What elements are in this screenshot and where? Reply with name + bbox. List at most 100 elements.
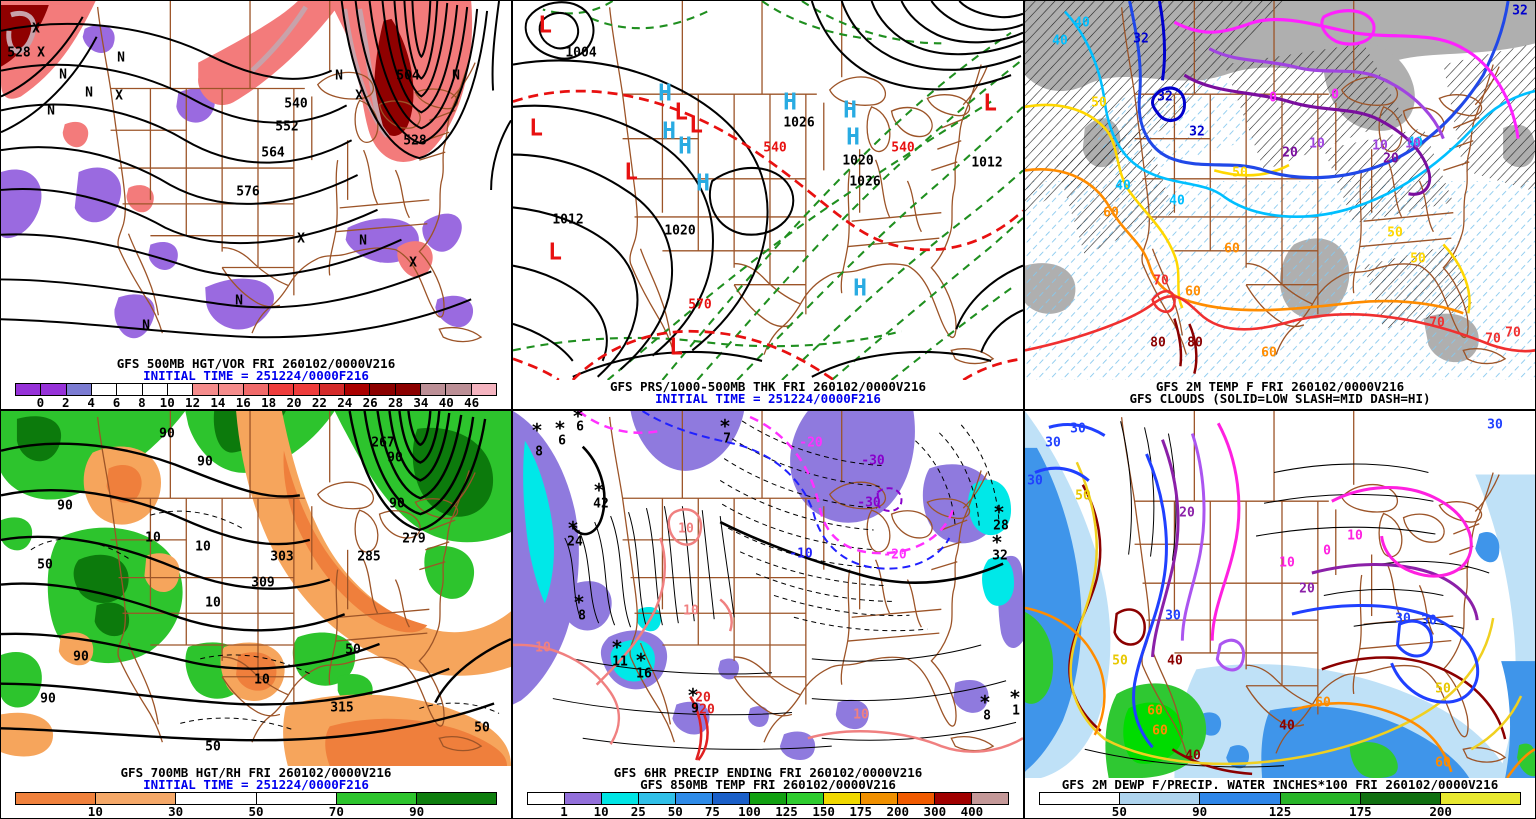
colorbar-segment [167, 384, 194, 395]
panel-prs-thk: 1004 1012 1012 1020 1020 1026 1026 540 540 570 L L L… [512, 0, 1024, 410]
colorbar-precip: 1 10 25 50 75 100 125 150 175 200 300 400 [527, 792, 1009, 819]
panel-700mb-hgt-rh: 267 279 285 303 309 315 90 90 90 90 90 90 90 50 50 50 50… [0, 410, 512, 819]
colorbar-segment [1280, 793, 1361, 804]
colorbar-segment [256, 793, 337, 804]
titles-dewp: GFS 2M DEWP F/PRECIP. WATER INCHES*100 F… [1025, 778, 1535, 791]
colorbar-tick-label: 10 [593, 804, 609, 819]
colorbar-segment [787, 793, 824, 804]
colorbar-tick-label: 125 [1268, 804, 1292, 819]
colorbar-tick-label: 200 [1429, 804, 1452, 819]
panel-title: GFS 2M TEMP F FRI 260102/0000V216 [1155, 379, 1405, 394]
colorbar-segment [243, 384, 270, 395]
colorbar-pwat: 50 90 125 175 200 [1039, 792, 1521, 819]
colorbar-tick-label: 175 [849, 804, 872, 819]
colorbar-strip [1039, 792, 1521, 805]
colorbar-tick-label: 90 [409, 804, 425, 819]
colorbar-tick-label: 14 [210, 395, 226, 410]
colorbar-tick-label: 28 [387, 395, 404, 410]
titles-precip: GFS 6HR PRECIP ENDING FRI 260102/0000V21… [513, 766, 1023, 791]
colorbar-tick-label: 75 [704, 804, 720, 819]
colorbar-segment [898, 793, 935, 804]
panel-subtitle: GFS 850MB TEMP FRI 260102/0000V216 [640, 777, 896, 792]
colorbar-segment [713, 793, 750, 804]
colorbar-segment [972, 793, 1008, 804]
colorbar-segment [91, 384, 118, 395]
panel-500mb-hgt-vor: 528 X 540 552 564 576 504 528 N N N N X X N X N X N X N N GFS… [0, 0, 512, 410]
colorbar-tick-label: 200 [886, 804, 910, 819]
colorbar-segment [421, 384, 447, 395]
colorbar-segment [16, 793, 97, 804]
colorbar-segment [294, 384, 320, 395]
map-precip-850: * 8 * 6 * 6 * 7 * 42 * 24 * 8 * 11 * 16 * 9 * 8 * 1 * 28 * 32 10 10 10… [513, 411, 1023, 766]
titles-500mb: GFS 500MB HGT/VOR FRI 260102/0000V216 IN… [1, 357, 511, 382]
map-dewp-pwat: 30 30 30 30 30 30 30 20 20 10 10 0 40 40 40 50 50 50 60 60 6… [1025, 411, 1535, 778]
panel-title: GFS PRS/1000-500MB THK FRI 260102/0000V2… [609, 379, 927, 394]
colorbar-tick-label: 46 [464, 395, 480, 410]
colorbar-segment [117, 384, 143, 395]
colorbar-segment [269, 384, 295, 395]
panel-title: GFS 700MB HGT/RH FRI 260102/0000V216 [120, 765, 392, 780]
panel-title: GFS 6HR PRECIP ENDING FRI 260102/0000V21… [613, 765, 923, 780]
colorbar-strip [15, 792, 497, 805]
colorbar-segment [602, 793, 639, 804]
panel-6hr-precip-850temp: * 8 * 6 * 6 * 7 * 42 * 24 * 8 * 11 * 16 * 9 * 8 * 1 * 28 * 32 10 10 10… [512, 410, 1024, 819]
colorbar-segment [193, 384, 219, 395]
colorbar-tick-label: 12 [185, 395, 201, 410]
map-canvas-rh [1, 411, 511, 766]
colorbar-segment [750, 793, 787, 804]
colorbar-tick-label: 50 [248, 804, 264, 819]
map-canvas-dewp [1025, 411, 1535, 778]
colorbar-segment [176, 793, 257, 804]
map-700mb-rh: 267 279 285 303 309 315 90 90 90 90 90 90 90 50 50 50 50… [1, 411, 511, 766]
colorbar-tick-label: 2 [61, 395, 70, 410]
colorbar-strip [527, 792, 1009, 805]
colorbar-segment [416, 793, 497, 804]
colorbar-tick-label: 22 [311, 395, 327, 410]
colorbar-tick-label: 40 [438, 395, 454, 410]
panel-title: GFS 2M DEWP F/PRECIP. WATER INCHES*100 F… [1061, 777, 1499, 792]
colorbar-tick-label: 125 [775, 804, 798, 819]
colorbar-tick-label: 26 [362, 395, 378, 410]
map-2m-temp: 40 40 40 40 40 50 50 50 50 60 60 60 60 70 70 70 70 80 80 32… [1025, 1, 1535, 380]
colorbar-tick-label: 8 [138, 395, 146, 410]
colorbar-segment [319, 384, 346, 395]
colorbar-tick-label: 34 [413, 395, 429, 410]
map-canvas-temp [1025, 1, 1535, 380]
colorbar-tick-label: 20 [286, 395, 302, 410]
titles-temp: GFS 2M TEMP F FRI 260102/0000V216 GFS CL… [1025, 380, 1535, 405]
map-canvas-prs [513, 1, 1023, 380]
titles-prs: GFS PRS/1000-500MB THK FRI 260102/0000V2… [513, 380, 1023, 405]
panel-2m-temp-clouds: 40 40 40 40 40 50 50 50 50 60 60 60 60 70 70 70 70 80 80 32… [1024, 0, 1536, 410]
colorbar-tick-label: 16 [235, 395, 251, 410]
colorbar-segment [41, 384, 67, 395]
panel-subtitle: INITIAL TIME = 251224/0000F216 [143, 368, 369, 383]
colorbar-segment [1360, 793, 1441, 804]
map-prs-thk: 1004 1012 1012 1020 1020 1026 1026 540 540 570 L L L… [513, 1, 1023, 380]
colorbar-segment [142, 384, 168, 395]
colorbar-strip [15, 383, 497, 396]
colorbar-tick-label: 50 [667, 804, 683, 819]
colorbar-segment [528, 793, 565, 804]
colorbar-tick-label: 4 [87, 395, 95, 410]
colorbar-segment [676, 793, 713, 804]
panel-title: GFS 500MB HGT/VOR FRI 260102/0000V216 [116, 356, 396, 371]
colorbar-segment [96, 793, 177, 804]
colorbar-segment [471, 384, 496, 395]
colorbar-segment [1120, 793, 1201, 804]
colorbar-segment [336, 793, 417, 804]
panel-subtitle: INITIAL TIME = 251224/0000F216 [655, 391, 881, 406]
colorbar-segment [639, 793, 676, 804]
colorbar-segment [1200, 793, 1281, 804]
colorbar-segment [66, 384, 92, 395]
map-500mb-hgt-vor: 528 X 540 552 564 576 504 528 N N N N X X N X N X N X N N [1, 1, 511, 357]
colorbar-tick-label: 24 [337, 395, 353, 410]
colorbar-segment [1040, 793, 1121, 804]
colorbar-tick-label: 18 [261, 395, 277, 410]
colorbar-segment [861, 793, 898, 804]
colorbar-tick-label: 50 [1111, 804, 1127, 819]
colorbar-tick-label: 10 [159, 395, 175, 410]
colorbar-tick-label: 400 [960, 804, 984, 819]
colorbar-tick-label: 90 [1192, 804, 1208, 819]
map-canvas-500mb [1, 1, 511, 343]
